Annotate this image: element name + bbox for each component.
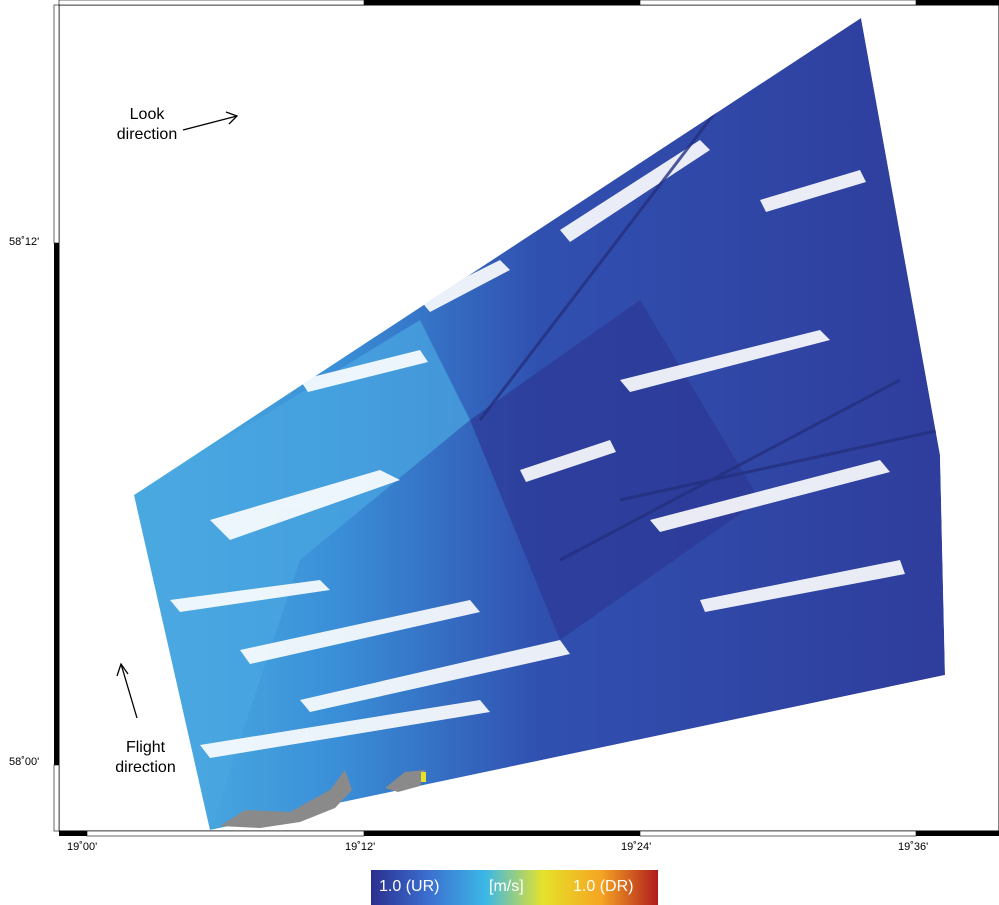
flight-direction-line1: Flight [125, 739, 166, 756]
flight-direction-arrow [116, 662, 138, 719]
look-direction-label: Look direction [102, 105, 192, 145]
lat-tick-label: 58˚12' [9, 236, 40, 248]
lon-tick-label: 19˚00' [67, 841, 98, 853]
look-direction-line2: direction [116, 126, 178, 143]
colorbar-unit-label: [m/s] [489, 878, 524, 895]
velocity-swath [134, 18, 945, 830]
lon-tick-label: 19˚36' [898, 841, 929, 853]
lat-tick-label: 58˚00' [9, 756, 40, 768]
flight-direction-label: Flight direction [98, 738, 193, 778]
look-direction-line1: Look [129, 106, 165, 123]
flight-direction-line2: direction [115, 759, 176, 776]
colorbar-gradient [371, 870, 658, 905]
colorbar: 1.0 (UR) [m/s] 1.0 (DR) [371, 870, 658, 905]
colorbar-left-label: 1.0 (UR) [379, 878, 440, 895]
lon-tick-label: 19˚24' [621, 841, 652, 853]
look-direction-arrow [182, 111, 239, 131]
colorbar-right-label: 1.0 (DR) [573, 878, 634, 895]
lon-tick-label: 19˚12' [345, 841, 376, 853]
land-patches [220, 770, 426, 828]
